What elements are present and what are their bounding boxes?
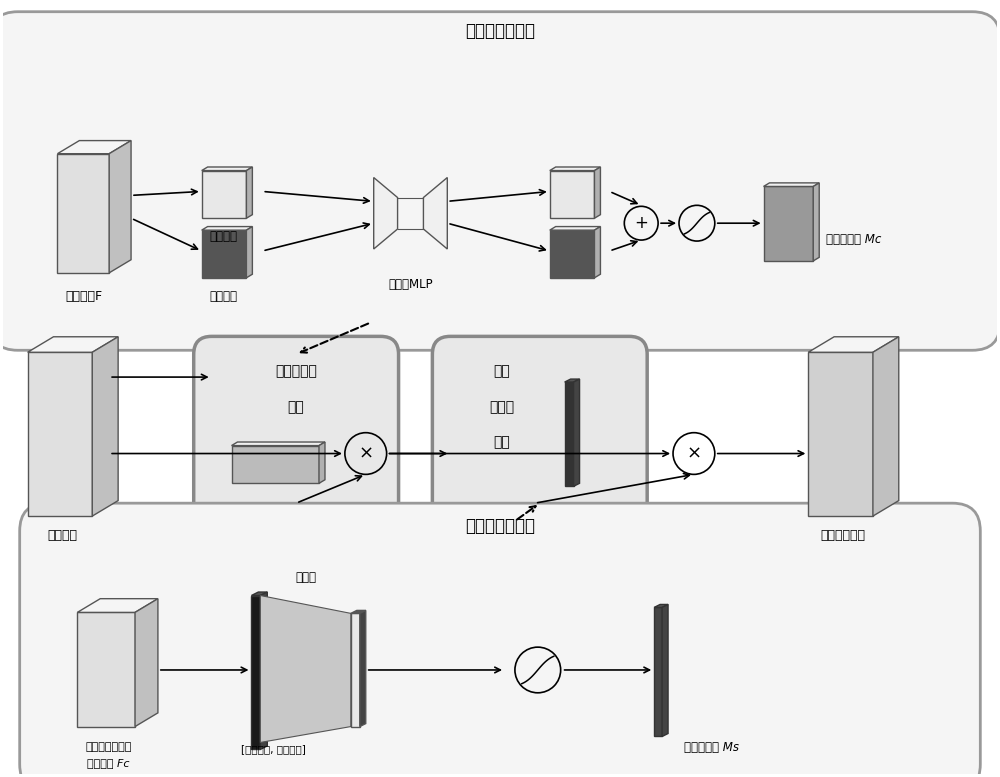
Text: [最大池化, 平均池化]: [最大池化, 平均池化] <box>241 744 306 754</box>
Polygon shape <box>813 183 819 261</box>
Polygon shape <box>232 445 319 483</box>
Polygon shape <box>77 599 158 612</box>
Polygon shape <box>662 605 668 737</box>
Text: 模块: 模块 <box>288 400 305 414</box>
Text: 经过通道注意力: 经过通道注意力 <box>85 743 131 752</box>
Text: 共享的MLP: 共享的MLP <box>388 277 433 291</box>
Text: 空间: 空间 <box>494 364 510 378</box>
Text: 优化后的特征: 优化后的特征 <box>821 529 866 542</box>
Polygon shape <box>574 379 580 486</box>
Polygon shape <box>423 177 447 249</box>
Text: 输入特征F: 输入特征F <box>66 290 103 303</box>
Text: +: + <box>634 214 648 232</box>
Text: ×: × <box>358 444 373 462</box>
Polygon shape <box>360 611 366 726</box>
Polygon shape <box>654 605 668 608</box>
Polygon shape <box>202 167 252 171</box>
Text: 最大池化: 最大池化 <box>210 230 238 243</box>
Polygon shape <box>374 177 398 249</box>
Polygon shape <box>351 611 366 613</box>
Polygon shape <box>251 595 260 749</box>
Polygon shape <box>202 171 246 218</box>
Polygon shape <box>594 227 600 278</box>
FancyBboxPatch shape <box>0 12 1000 350</box>
Text: 通道注意力: 通道注意力 <box>275 364 317 378</box>
Polygon shape <box>351 613 360 726</box>
Polygon shape <box>594 167 600 218</box>
Text: 通道注意力模块: 通道注意力模块 <box>465 22 535 40</box>
Text: 空间注意力模块: 空间注意力模块 <box>465 517 535 535</box>
Polygon shape <box>135 599 158 726</box>
Polygon shape <box>28 352 92 516</box>
Text: 输入特征: 输入特征 <box>47 529 77 542</box>
Polygon shape <box>232 442 325 445</box>
Text: 卷积层: 卷积层 <box>296 570 317 584</box>
Polygon shape <box>319 442 325 483</box>
Polygon shape <box>202 230 246 278</box>
Polygon shape <box>550 167 600 171</box>
Text: 空间注意力 Ms: 空间注意力 Ms <box>684 741 739 754</box>
Polygon shape <box>550 230 594 278</box>
Text: ×: × <box>686 444 701 462</box>
Polygon shape <box>28 336 118 352</box>
Text: 模块: 模块 <box>494 436 510 450</box>
Polygon shape <box>260 592 267 749</box>
FancyBboxPatch shape <box>20 503 980 777</box>
FancyBboxPatch shape <box>432 336 647 521</box>
Polygon shape <box>260 595 351 743</box>
Polygon shape <box>550 171 594 218</box>
Text: 通道注意力 Mc: 通道注意力 Mc <box>826 232 882 246</box>
Polygon shape <box>202 227 252 230</box>
Polygon shape <box>654 608 662 737</box>
Polygon shape <box>873 336 899 516</box>
Polygon shape <box>565 382 574 486</box>
Text: 注意力: 注意力 <box>489 400 515 414</box>
Text: 平均池化: 平均池化 <box>210 290 238 303</box>
Polygon shape <box>57 154 109 273</box>
Polygon shape <box>246 227 252 278</box>
Polygon shape <box>109 141 131 273</box>
Polygon shape <box>77 612 135 726</box>
Polygon shape <box>808 352 873 516</box>
Polygon shape <box>92 336 118 516</box>
Polygon shape <box>808 336 899 352</box>
Polygon shape <box>764 183 819 186</box>
Polygon shape <box>550 227 600 230</box>
Text: 后的特征 Fc: 后的特征 Fc <box>87 758 129 768</box>
Polygon shape <box>764 186 813 261</box>
Polygon shape <box>251 592 267 595</box>
Polygon shape <box>565 379 580 382</box>
Polygon shape <box>246 167 252 218</box>
FancyBboxPatch shape <box>194 336 399 521</box>
Polygon shape <box>57 141 131 154</box>
